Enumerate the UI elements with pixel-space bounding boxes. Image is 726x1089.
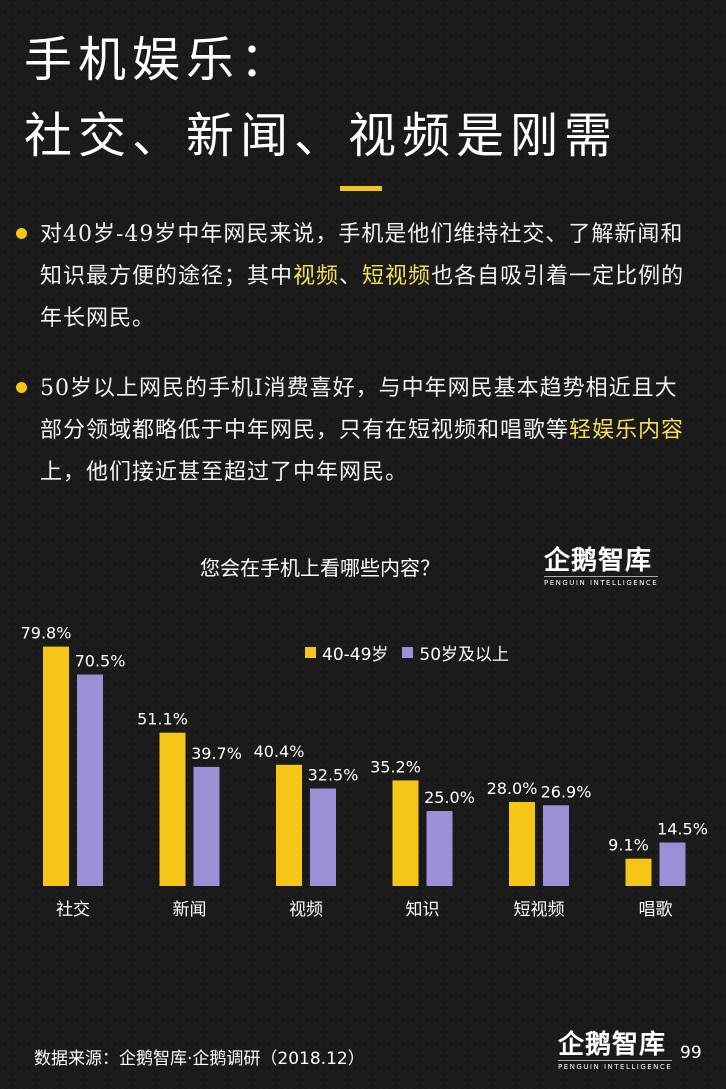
category-label: 知识 [406,900,440,920]
logo-subtext: PENGUIN INTELLIGENCE [558,1060,673,1071]
logo-bottom: 企鹅智库 PENGUIN INTELLIGENCE [558,1030,673,1071]
data-label: 25.0% [424,788,475,807]
data-label: 14.5% [657,820,708,839]
legend-item-50-plus: 50岁及以上 [402,640,509,665]
bullet-2-highlight: 轻娱乐内容 [569,418,685,443]
bar-age-40-49 [625,858,652,886]
logo-text: 企鹅智库 [544,546,653,576]
bar-age-40-49 [509,802,535,886]
legend-swatch-yellow [305,647,316,658]
bar-age-40-49 [392,780,419,886]
data-label: 9.1% [608,836,649,855]
category-label: 唱歌 [639,900,673,920]
bullet-2-text: 50岁以上网民的手机I消费喜好，与中年网民基本趋势相近且大部分领域都略低于中年网… [40,368,700,494]
data-label: 39.7% [191,744,242,763]
logo-text: 企鹅智库 [558,1030,667,1060]
bullet-dot [16,382,27,393]
legend-swatch-purple [402,647,414,658]
bullet-1-text: 对40岁-49岁中年网民来说，手机是他们维持社交、了解新闻和知识最方便的途径；其… [40,214,700,340]
title-underline [340,186,382,191]
category-label: 短视频 [514,900,565,920]
data-label: 79.8% [21,624,72,643]
bullet-2-text-b: 上，他们接近甚至超过了中年网民。 [40,460,409,485]
data-label: 35.2% [370,757,421,776]
legend-item-40-49: 40-49岁 [305,640,388,665]
bar-chart: 79.8%70.5% 社交 51.1%39.7% 新闻 40.4%32.5% 视频 35.2… [21,624,708,920]
category-label: 社交 [56,900,90,920]
bullet-1-text-c: 也各自吸引着一定比例的年长网民。 [40,264,685,331]
logo-subtext: PENGUIN INTELLIGENCE [544,576,659,587]
page-number: 99 [680,1043,702,1063]
legend-label: 50岁及以上 [419,645,510,665]
bullet-dot [16,228,27,239]
title-line-2: 社交、新闻、视频是刚需 [24,108,619,164]
bullet-1-highlight-video: 视频 [293,264,340,289]
bullet-1-text-a: 对40岁-49岁中年网民来说，手机是他们维持社交、了解新闻和知识最方便的途径；其… [40,222,684,289]
bullet-2-text-a: 50岁以上网民的手机I消费喜好，与中年网民基本趋势相近且大部分领域都略低于中年网… [40,376,678,443]
bar-age-40-49 [43,646,69,886]
bullet-1-highlight-short-video: 短视频 [362,264,432,289]
legend-label: 40-49岁 [322,645,389,665]
category-label: 新闻 [173,900,207,920]
data-label: 40.4% [254,742,305,761]
bar-age-50-plus [77,674,103,886]
data-label: 70.5% [75,652,126,671]
bar-age-50-plus [543,805,569,886]
bar-age-50-plus [426,811,453,886]
chart-legend: 40-49岁 50岁及以上 [305,640,509,665]
data-label: 26.9% [541,782,592,801]
title-line-1: 手机娱乐： [24,32,295,88]
bullet-1-text-b: 、 [339,264,363,289]
bar-age-50-plus [659,842,686,886]
bar-age-50-plus [310,788,336,886]
logo-top: 企鹅智库 PENGUIN INTELLIGENCE [544,546,659,587]
data-label: 28.0% [487,779,538,798]
data-label: 32.5% [308,766,359,785]
data-label: 51.1% [137,710,188,729]
data-source: 数据来源：企鹅智库·企鹅调研（2018.12） [34,1049,365,1069]
category-label: 视频 [289,900,323,920]
bar-age-40-49 [159,732,186,886]
bar-age-50-plus [193,766,220,886]
page-title: 手机娱乐： 社交、新闻、视频是刚需 [24,22,618,174]
bar-age-40-49 [276,764,302,886]
chart-title: 您会在手机上看哪些内容？ [200,556,440,580]
